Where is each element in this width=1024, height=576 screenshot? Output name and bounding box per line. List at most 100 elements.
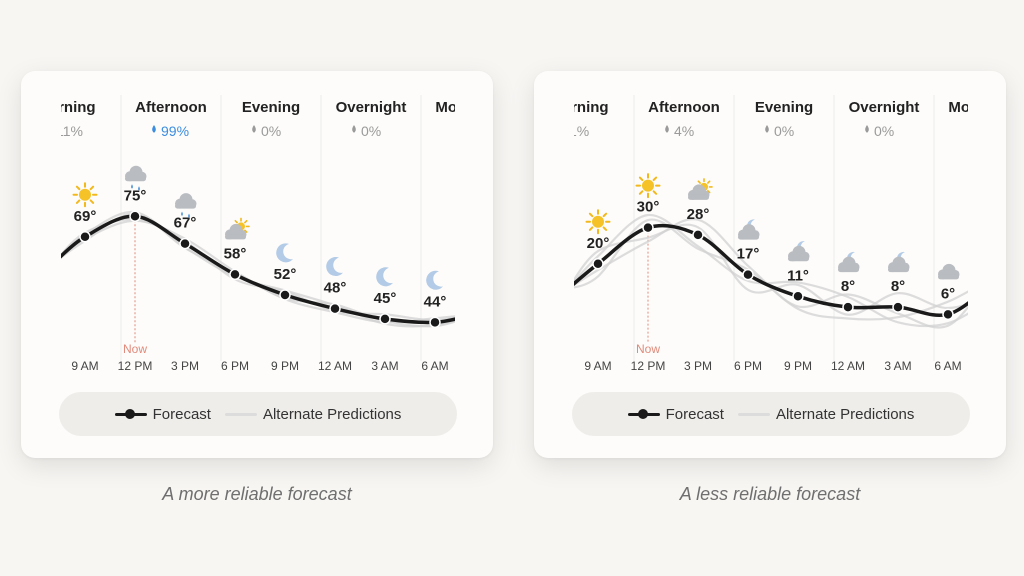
temp-label: 17°	[737, 246, 760, 263]
temp-label: 48°	[324, 280, 347, 297]
legend: Forecast Alternate Predictions	[572, 392, 970, 436]
forecast-swatch	[627, 408, 660, 420]
x-tick-label: 6 AM	[421, 359, 448, 373]
cloud-icon	[938, 263, 960, 280]
raindrop-icon	[188, 213, 190, 219]
period-label: Overnight	[336, 99, 407, 116]
temp-label: 20°	[587, 235, 610, 252]
alternate-predictions	[61, 211, 455, 328]
rain-cloud-icon	[175, 193, 197, 219]
legend: Forecast Alternate Predictions	[59, 392, 457, 436]
forecast-point	[179, 237, 191, 250]
forecast-point	[229, 268, 241, 281]
raindrop-icon	[352, 125, 356, 133]
sun-icon	[635, 173, 661, 199]
forecast-point	[892, 301, 904, 313]
precip-chance: 0%	[865, 123, 894, 139]
period-label: Morning	[948, 99, 968, 116]
forecast-point	[642, 221, 654, 234]
x-tick-label: 3 PM	[171, 359, 199, 373]
forecast-point	[329, 302, 341, 315]
x-tick-label: 12 AM	[831, 359, 865, 373]
rain-cloud-icon	[125, 165, 147, 191]
moon-icon	[426, 270, 443, 290]
raindrop-icon	[152, 125, 156, 133]
forecast-point	[692, 229, 704, 241]
legend-alternate: Alternate Predictions	[737, 405, 915, 423]
temp-label: 8°	[841, 278, 855, 295]
precip-chance: 0%	[352, 123, 381, 139]
alternate-swatch	[737, 408, 770, 420]
precip-value: 0%	[261, 123, 281, 139]
x-tick-label: 9 AM	[584, 359, 611, 373]
x-tick-label: 12 PM	[631, 359, 666, 373]
forecast-point	[742, 268, 754, 281]
legend-forecast: Forecast	[627, 405, 724, 423]
precip-chance: 1%	[574, 123, 589, 139]
forecast-chart-area: Morning 11% Afternoon 99% Evening 0% Overnight…	[61, 71, 455, 458]
partly-sunny-icon	[225, 217, 250, 240]
temp-label: 30°	[637, 199, 660, 216]
raindrop-icon	[665, 125, 669, 133]
sun-icon	[585, 209, 611, 235]
precip-value: 99%	[161, 123, 189, 139]
period-label: Evening	[242, 99, 300, 116]
temp-label: 58°	[224, 245, 247, 262]
x-tick-label: 9 PM	[784, 359, 812, 373]
period-label: Morning	[61, 99, 96, 116]
forecast-chart: Morning 11% Afternoon 99% Evening 0% Overnight…	[61, 95, 455, 373]
temp-label: 75°	[124, 187, 147, 204]
x-tick-label: 3 AM	[371, 359, 398, 373]
alternate-line	[574, 218, 968, 321]
period-label: Morning	[574, 99, 609, 116]
alternate-line	[61, 211, 455, 328]
x-tick-label: 3 AM	[884, 359, 911, 373]
x-tick-label: 9 AM	[71, 359, 98, 373]
raindrop-icon	[131, 184, 133, 189]
forecast-chart-area: Morning 1% Afternoon 4% Evening 0% Overnight 0%…	[574, 71, 968, 458]
caption-unreliable: A less reliable forecast	[679, 484, 861, 504]
forecast-chart: Morning 1% Afternoon 4% Evening 0% Overnight 0%…	[574, 95, 968, 373]
precip-value: 4%	[674, 123, 694, 139]
period-label: Afternoon	[135, 99, 207, 116]
cloud-moon-icon	[788, 241, 810, 262]
precip-chance: 99%	[152, 123, 189, 139]
raindrop-icon	[138, 186, 140, 191]
alternate-swatch	[224, 408, 257, 420]
legend-forecast: Forecast	[114, 406, 211, 423]
forecast-line	[61, 214, 455, 325]
temp-label: 67°	[174, 215, 197, 232]
forecast-point	[842, 301, 854, 313]
temp-label: 6°	[941, 285, 955, 302]
now-label: Now	[123, 342, 147, 356]
precip-chance: 0%	[765, 123, 794, 139]
period-header: Morning 11% Afternoon 99% Evening 0% Overnight…	[61, 99, 455, 139]
x-tick-label: 6 PM	[221, 359, 249, 373]
legend-alternate-label: Alternate Predictions	[262, 405, 402, 423]
precip-value: 1%	[574, 123, 589, 139]
temp-label: 45°	[374, 290, 397, 307]
temp-label: 69°	[74, 208, 97, 225]
forecast-line	[574, 223, 968, 317]
alternate-line	[61, 212, 455, 328]
forecast-point	[942, 308, 954, 321]
legend-alternate-label: Alternate Predictions	[775, 405, 915, 423]
period-header: Morning 1% Afternoon 4% Evening 0% Overnight 0%…	[574, 99, 968, 139]
x-tick-label: 3 PM	[684, 359, 712, 373]
partly-sunny-icon	[688, 178, 713, 200]
forecast-point	[792, 290, 804, 303]
alternate-line	[574, 213, 968, 328]
alternate-line	[61, 219, 455, 324]
reliable-forecast-card: Morning 11% Afternoon 99% Evening 0% Overnight…	[21, 71, 493, 458]
x-tick-label: 12 AM	[318, 359, 352, 373]
precip-chance: 0%	[252, 123, 281, 139]
legend-alternate: Alternate Predictions	[224, 405, 402, 423]
forecast-point	[79, 231, 91, 243]
temp-label: 52°	[274, 266, 297, 283]
precip-value: 11%	[61, 123, 83, 139]
forecast-point	[279, 289, 291, 301]
alternate-line	[574, 218, 968, 329]
legend-forecast-label: Forecast	[665, 405, 724, 423]
temp-label: 44°	[424, 293, 447, 310]
raindrop-icon	[765, 125, 769, 133]
